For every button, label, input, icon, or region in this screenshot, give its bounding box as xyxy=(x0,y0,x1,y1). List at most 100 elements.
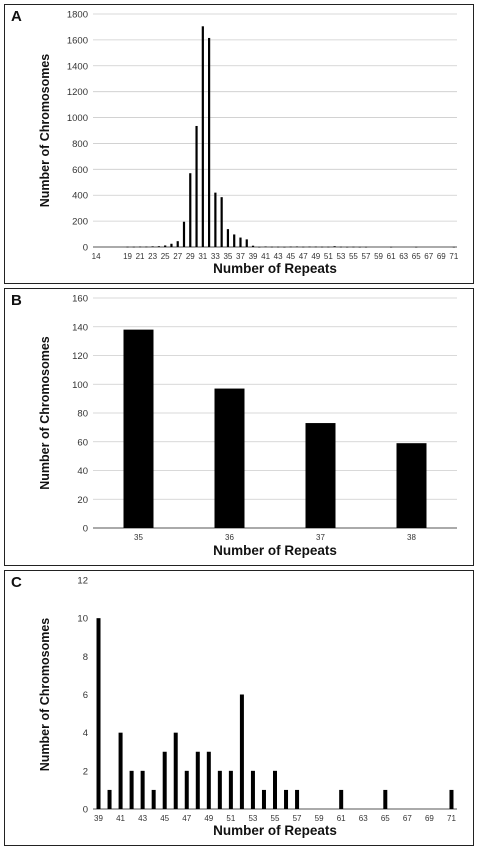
x-tick-label-a: 23 xyxy=(148,252,157,261)
x-tick-label-a: 49 xyxy=(311,252,320,261)
x-tick-label-a: 71 xyxy=(449,252,458,261)
bar-a-42 xyxy=(270,246,273,248)
bar-c-45 xyxy=(162,751,167,809)
bar-c-53 xyxy=(250,770,255,809)
x-tick-label-a: 65 xyxy=(412,252,421,261)
y-tick-label-a: 1800 xyxy=(67,10,88,21)
x-tick-label-c: 45 xyxy=(160,814,169,823)
x-tick-label-a: 31 xyxy=(198,252,207,261)
y-tick-label-c: 10 xyxy=(77,614,88,625)
bar-a-38 xyxy=(245,239,248,247)
x-tick-label-c: 63 xyxy=(359,814,368,823)
bar-a-22 xyxy=(145,246,148,248)
y-tick-label-c: 0 xyxy=(83,805,88,816)
x-tick-label-a: 51 xyxy=(324,252,333,261)
bar-a-39 xyxy=(251,245,255,247)
x-tick-label-c: 39 xyxy=(94,814,103,823)
x-tick-label-a: 21 xyxy=(136,252,145,261)
x-tick-label-a: 43 xyxy=(274,252,283,261)
bar-a-41 xyxy=(264,246,267,248)
chart-b: B 0 20 40 60 80 100 120 140 160 35 36 37 38 Number of … xyxy=(11,292,457,558)
chart-c: C 0 2 4 6 8 10 12 39 41 43 45 47 49 51 53 55 57 59 61 63 65 67… xyxy=(11,574,457,838)
x-axis-title-c: Number of Repeats xyxy=(213,823,337,838)
bar-a-19 xyxy=(126,246,129,248)
bar-c-52 xyxy=(239,694,244,809)
bar-a-40 xyxy=(258,246,261,248)
x-tick-label-a: 14 xyxy=(92,252,101,261)
bar-a-33 xyxy=(214,192,217,247)
bar-c-46 xyxy=(173,732,178,809)
bar-c-42 xyxy=(129,770,134,809)
y-tick-label-b: 160 xyxy=(72,294,88,305)
bar-a-32 xyxy=(208,37,211,248)
x-tick-label-c: 65 xyxy=(381,814,390,823)
y-tick-label-c: 2 xyxy=(83,766,88,777)
bar-b-35 xyxy=(123,329,154,528)
y-tick-label-a: 800 xyxy=(72,139,88,150)
panel-b: B 0 20 40 60 80 100 120 140 160 35 36 37 38 Number of … xyxy=(4,288,474,566)
x-tick-label-a: 35 xyxy=(223,252,232,261)
bar-a-44 xyxy=(283,246,286,248)
x-tick-label-b: 36 xyxy=(225,533,234,542)
x-tick-label-a: 33 xyxy=(211,252,220,261)
bar-a-34 xyxy=(220,197,223,247)
bar-a-50 xyxy=(320,246,324,248)
bar-a-36 xyxy=(233,234,236,247)
x-tick-label-a: 19 xyxy=(123,252,132,261)
x-tick-label-b: 37 xyxy=(316,533,325,542)
bar-b-36 xyxy=(214,388,245,528)
bar-a-37 xyxy=(239,237,242,247)
bar-a-56 xyxy=(358,246,361,248)
bar-a-23 xyxy=(151,246,154,247)
x-tick-label-a: 29 xyxy=(186,252,195,261)
panel-label-b: B xyxy=(11,292,22,309)
x-tick-label-a: 69 xyxy=(437,252,446,261)
bar-a-28 xyxy=(182,221,186,247)
bar-c-54 xyxy=(261,789,266,809)
x-tick-label-c: 49 xyxy=(204,814,213,823)
x-tick-label-a: 39 xyxy=(249,252,258,261)
bar-b-38 xyxy=(396,443,427,528)
x-tick-label-c: 61 xyxy=(337,814,346,823)
y-tick-label-a: 200 xyxy=(72,217,88,228)
bar-a-48 xyxy=(308,246,311,248)
bar-c-44 xyxy=(151,789,156,809)
bar-a-29 xyxy=(189,173,192,247)
y-tick-label-a: 400 xyxy=(72,191,88,202)
x-tick-label-a: 59 xyxy=(374,252,383,261)
x-tick-label-c: 59 xyxy=(315,814,324,823)
bar-a-55 xyxy=(352,246,355,248)
x-tick-label-c: 71 xyxy=(447,814,456,823)
bar-a-26 xyxy=(170,243,173,247)
x-tick-label-b: 35 xyxy=(134,533,143,542)
x-tick-label-b: 38 xyxy=(407,533,416,542)
y-axis-title-c: Number of Chromosomes xyxy=(38,618,52,772)
x-tick-label-c: 57 xyxy=(293,814,302,823)
bar-a-31 xyxy=(201,26,204,247)
bar-a-45 xyxy=(289,246,292,248)
y-tick-label-b: 80 xyxy=(77,409,88,420)
bar-a-24 xyxy=(157,246,160,247)
x-tick-label-a: 57 xyxy=(362,252,371,261)
bar-c-41 xyxy=(118,732,123,809)
bar-c-49 xyxy=(206,751,211,809)
x-tick-label-a: 27 xyxy=(173,252,182,261)
bar-c-48 xyxy=(195,751,200,809)
panel-label-c: C xyxy=(11,574,22,591)
panel-label-a: A xyxy=(11,8,22,25)
bar-c-50 xyxy=(217,770,222,809)
bar-a-20 xyxy=(132,246,135,248)
x-tick-label-c: 67 xyxy=(403,814,412,823)
bar-a-57 xyxy=(364,246,368,248)
x-tick-label-a: 67 xyxy=(424,252,433,261)
bar-a-43 xyxy=(277,246,280,248)
x-tick-label-c: 53 xyxy=(248,814,257,823)
chart-a: A 0 200 400 600 800 1000 1200 1400 1600 1800 14 19 21… xyxy=(11,8,459,276)
y-tick-label-b: 120 xyxy=(72,351,88,362)
x-tick-label-c: 47 xyxy=(182,814,191,823)
y-tick-label-b: 140 xyxy=(72,322,88,333)
bar-c-56 xyxy=(284,789,289,809)
bar-a-25 xyxy=(164,245,167,247)
bar-a-46 xyxy=(295,246,299,248)
x-tick-label-c: 43 xyxy=(138,814,147,823)
